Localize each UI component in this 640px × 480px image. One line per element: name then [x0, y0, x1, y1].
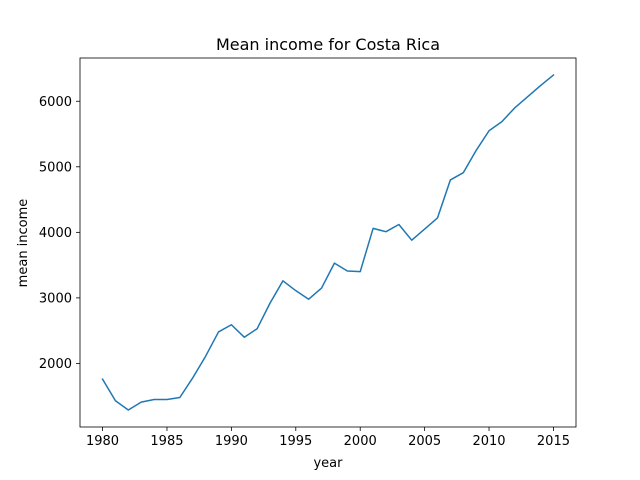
series-layer [101, 73, 555, 411]
y-tick-label: 4000 [39, 226, 72, 241]
x-tick-label: 2000 [344, 434, 377, 449]
x-tick-label: 2015 [537, 434, 570, 449]
x-tick-label: 1995 [279, 434, 312, 449]
x-axis-label: year [313, 456, 343, 471]
x-tick-label: 2005 [408, 434, 441, 449]
plot-frame [79, 57, 577, 428]
chart-title: Mean income for Costa Rica [216, 35, 440, 54]
axes-layer: 1980 1985 1990 1995 2000 2005 2010 2015 2000 3000… [39, 57, 577, 449]
x-tick-label: 1985 [150, 434, 183, 449]
y-tick-label: 3000 [39, 291, 72, 306]
y-axis-label: mean income [16, 199, 31, 288]
x-tick-label: 1990 [215, 434, 248, 449]
y-tick-label: 6000 [39, 95, 72, 110]
y-tick-label: 5000 [39, 160, 72, 175]
series-line-0 [101, 73, 555, 411]
y-tick-label: 2000 [39, 357, 72, 372]
x-tick-label: 2010 [472, 434, 505, 449]
x-tick-label: 1980 [86, 434, 119, 449]
